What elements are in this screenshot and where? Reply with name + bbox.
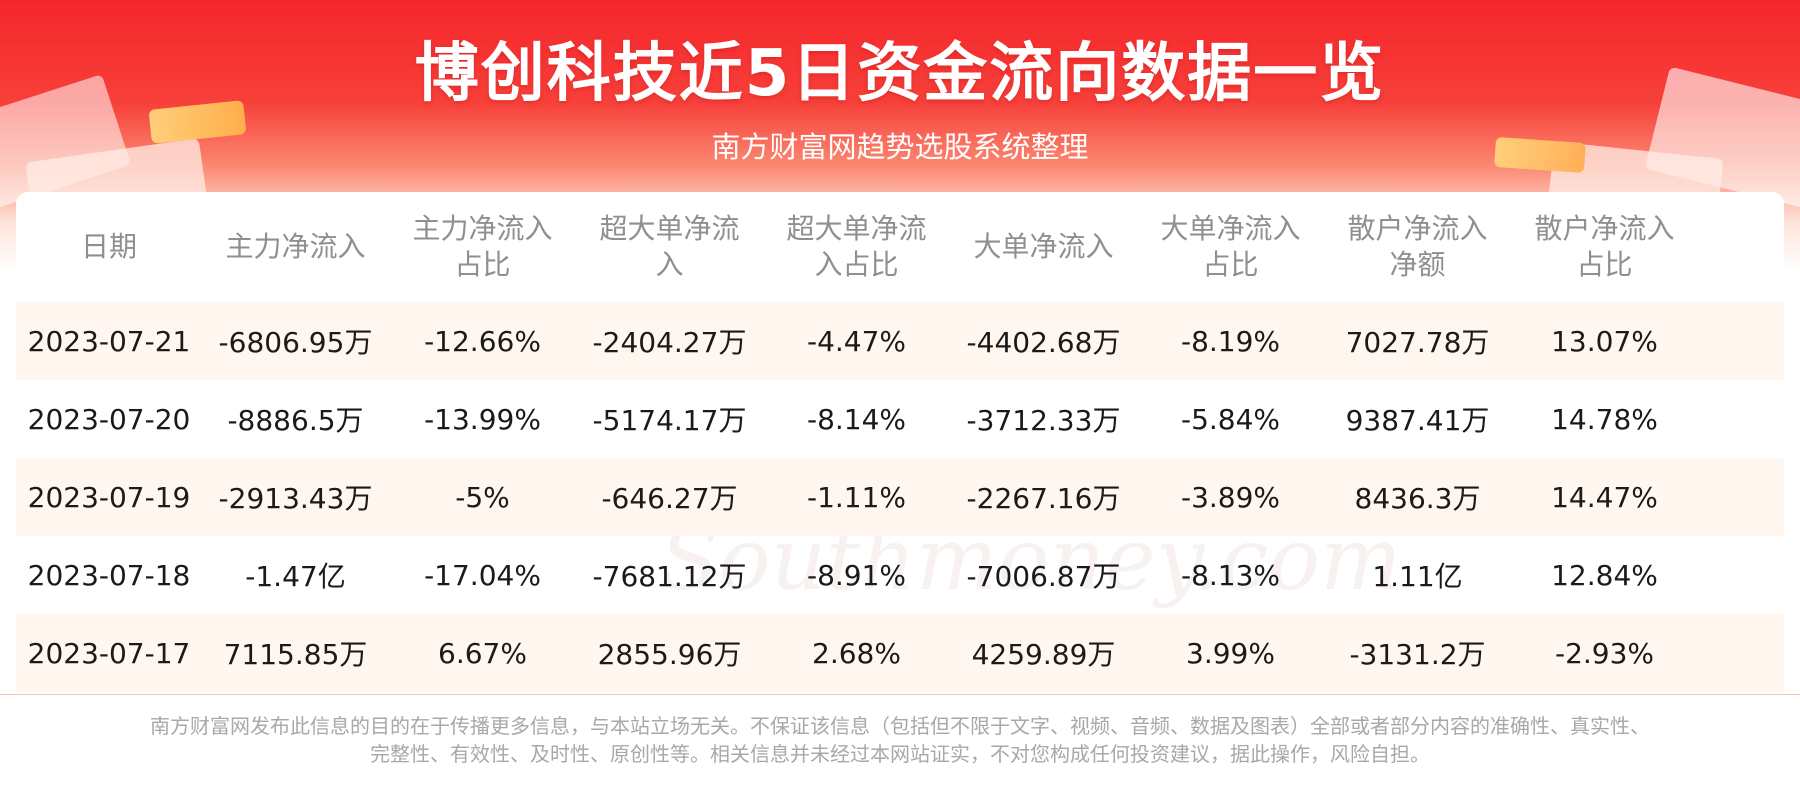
value-cell: -8886.5万 — [227, 404, 364, 437]
value-cell: -4402.68万 — [966, 326, 1121, 359]
table-row: 2023-07-18 -1.47亿 -17.04% -7681.12万 -8.91% -7… — [16, 536, 1784, 614]
table-row: 2023-07-21 -6806.95万 -12.66% -2404.27万 -4.47… — [16, 302, 1784, 380]
column-header-line: 大单净流入 — [973, 230, 1114, 263]
column-header-line: 散户净流入 — [1347, 212, 1488, 245]
column-header-line: 净额 — [1389, 248, 1446, 281]
value-cell: 4259.89万 — [971, 638, 1116, 671]
column-header-line: 占比 — [454, 248, 511, 281]
value-cell: -5.84% — [1180, 402, 1281, 436]
page-subtitle: 南方财富网趋势选股系统整理 — [711, 130, 1089, 164]
value-cell: -7006.87万 — [966, 560, 1121, 593]
value-cell: -17.04% — [424, 558, 541, 592]
value-cell: -8.91% — [806, 558, 907, 592]
column-header: 日期 — [16, 229, 202, 265]
column-header: 大单净流入 — [950, 229, 1137, 265]
value-cell: 14.78% — [1551, 402, 1658, 436]
value-cell: 9387.41万 — [1345, 404, 1490, 437]
column-header-line: 超大单净流 — [786, 212, 927, 245]
value-cell: 6.67% — [438, 636, 527, 670]
value-cell: -8.13% — [1180, 558, 1281, 592]
footer-divider — [0, 694, 1800, 695]
column-header: 散户净流入 净额 — [1324, 211, 1511, 283]
value-cell: 14.47% — [1551, 480, 1658, 514]
value-cell: -7681.12万 — [592, 560, 747, 593]
column-header-line: 主力净流入 — [225, 230, 366, 263]
value-cell: -2267.16万 — [966, 482, 1121, 515]
value-cell: 2.68% — [812, 636, 901, 670]
value-cell: -5174.17万 — [592, 404, 747, 437]
value-cell: -2913.43万 — [218, 482, 373, 515]
column-header: 大单净流入 占比 — [1137, 211, 1324, 283]
disclaimer: 南方财富网发布此信息的目的在于传播更多信息，与本站立场无关。不保证该信息（包括但… — [0, 712, 1800, 768]
value-cell: -2404.27万 — [592, 326, 747, 359]
column-header-line: 占比 — [1202, 248, 1259, 281]
date-cell: 2023-07-20 — [27, 402, 191, 436]
value-cell: -2.93% — [1554, 636, 1655, 670]
value-cell: -8.14% — [806, 402, 907, 436]
value-cell: -13.99% — [424, 402, 541, 436]
value-cell: 7027.78万 — [1345, 326, 1490, 359]
column-header: 主力净流入 — [202, 229, 389, 265]
value-cell: -8.19% — [1180, 324, 1281, 358]
value-cell: 7115.85万 — [223, 638, 368, 671]
column-header-line: 超大单净流 — [599, 212, 740, 245]
value-cell: -3712.33万 — [966, 404, 1121, 437]
column-header-line: 日期 — [80, 230, 137, 263]
date-cell: 2023-07-19 — [27, 480, 191, 514]
column-header-line: 大单净流入 — [1160, 212, 1301, 245]
column-header-line: 入占比 — [814, 248, 899, 281]
value-cell: 1.11亿 — [1372, 560, 1463, 593]
column-header: 超大单净流入 — [576, 211, 763, 283]
value-cell: -5% — [455, 480, 510, 514]
fund-flow-table: 日期 主力净流入 主力净流入 占比 超大单净流入超大单净流 入占比 大单净流入 大单净流入 占比… — [16, 192, 1784, 692]
column-header-line: 占比 — [1576, 248, 1633, 281]
value-cell: -3131.2万 — [1349, 638, 1486, 671]
date-cell: 2023-07-21 — [27, 324, 191, 358]
column-header: 超大单净流 入占比 — [763, 211, 950, 283]
table-row: 2023-07-19 -2913.43万 -5% -646.27万 -1.11% -226… — [16, 458, 1784, 536]
date-cell: 2023-07-17 — [27, 636, 191, 670]
value-cell: -4.47% — [806, 324, 907, 358]
value-cell: 8436.3万 — [1354, 482, 1481, 515]
page-title: 博创科技近5日资金流向数据一览 — [414, 37, 1386, 111]
table-card — [16, 192, 1784, 694]
value-cell: 3.99% — [1186, 636, 1275, 670]
column-header-line: 主力净流入 — [412, 212, 553, 245]
value-cell: -12.66% — [424, 324, 541, 358]
table-header-row: 日期 主力净流入 主力净流入 占比 超大单净流入超大单净流 入占比 大单净流入 大单净流入 占比… — [16, 192, 1784, 302]
value-cell: 13.07% — [1551, 324, 1658, 358]
value-cell: 12.84% — [1551, 558, 1658, 592]
column-header: 主力净流入 占比 — [389, 211, 576, 283]
date-cell: 2023-07-18 — [27, 558, 191, 592]
value-cell: -3.89% — [1180, 480, 1281, 514]
disclaimer-line-1: 南方财富网发布此信息的目的在于传播更多信息，与本站立场无关。不保证该信息（包括但… — [150, 714, 1650, 738]
column-header-line: 散户净流入 — [1534, 212, 1675, 245]
column-header-line: 入 — [655, 248, 684, 281]
value-cell: 2855.96万 — [597, 638, 742, 671]
value-cell: -646.27万 — [601, 482, 738, 515]
value-cell: -6806.95万 — [218, 326, 373, 359]
value-cell: -1.11% — [806, 480, 907, 514]
value-cell: -1.47亿 — [245, 560, 346, 593]
table-row: 2023-07-17 7115.85万 6.67% 2855.96万 2.68% 4259… — [16, 614, 1784, 692]
column-header: 散户净流入 占比 — [1511, 211, 1698, 283]
disclaimer-line-2: 完整性、有效性、及时性、原创性等。相关信息并未经过本网站证实，不对您构成任何投资… — [370, 742, 1430, 766]
table-row: 2023-07-20 -8886.5万 -13.99% -5174.17万 -8.14%… — [16, 380, 1784, 458]
